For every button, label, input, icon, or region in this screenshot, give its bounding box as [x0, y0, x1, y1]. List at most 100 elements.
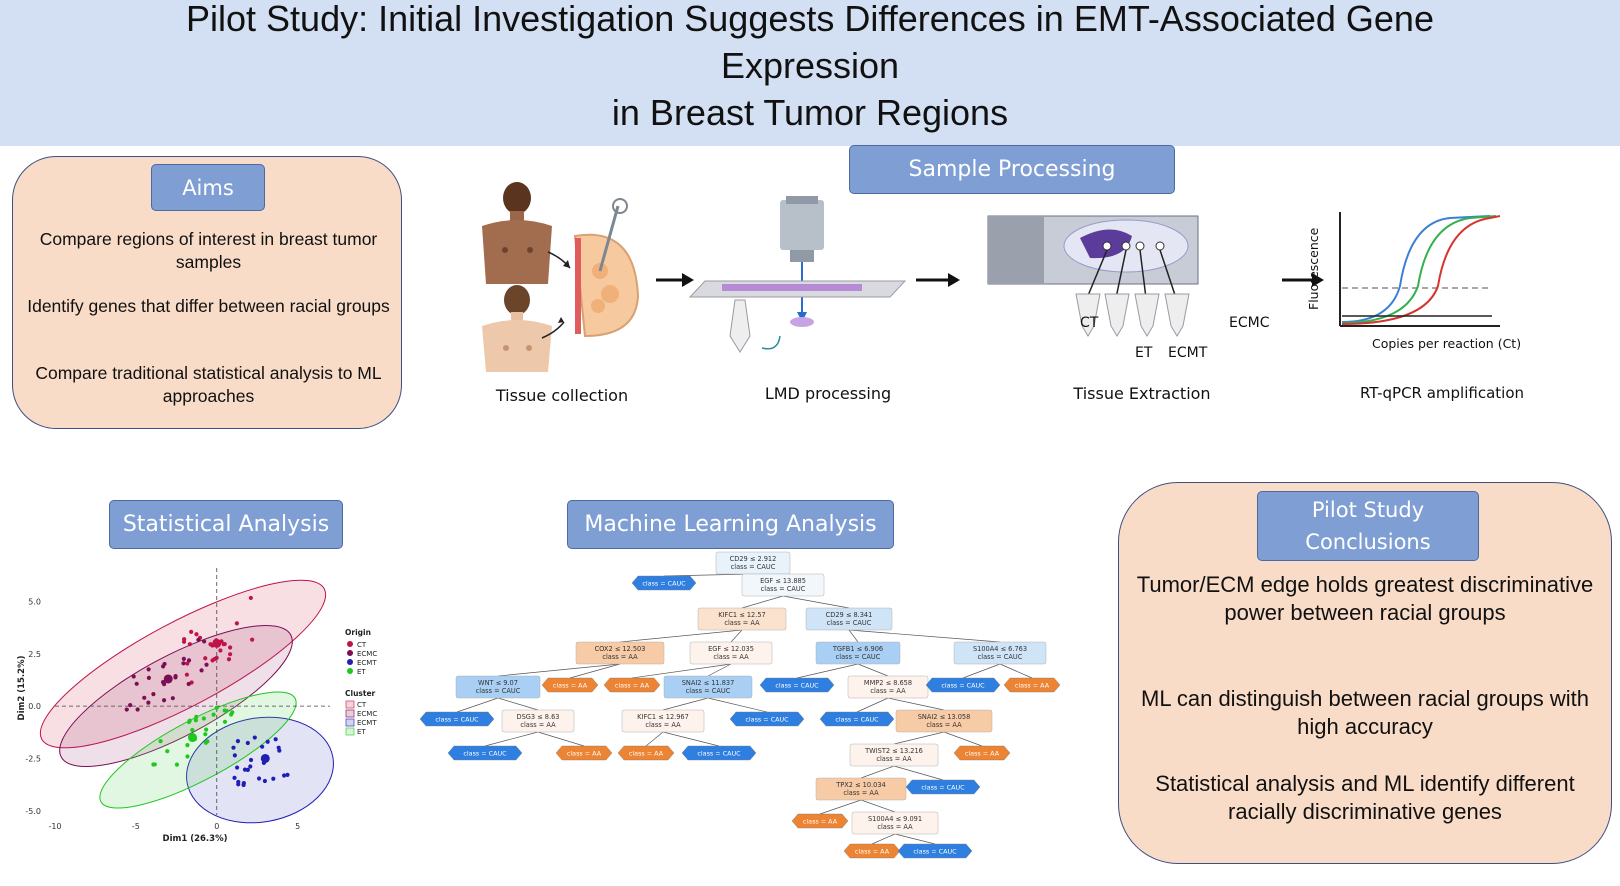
tree-edge — [819, 799, 862, 815]
pca-centroid-ct — [212, 638, 222, 648]
pca-point-ct — [185, 661, 190, 666]
pca-point-ct — [226, 657, 232, 662]
pca-point-ecmc — [181, 656, 186, 662]
pca-point-et — [205, 739, 210, 744]
tree-split-label: CD29 ≤ 8.341 — [826, 611, 873, 619]
tree-split-label: TWIST2 ≤ 13.216 — [864, 747, 923, 755]
tree-edge — [537, 731, 585, 747]
tree-split-box — [851, 811, 939, 835]
pca-point-ct — [208, 642, 213, 647]
tree-split-label: TPX2 ≤ 10.034 — [835, 781, 886, 789]
pca-point-ct — [250, 637, 255, 642]
tree-edge — [662, 697, 709, 711]
tree-split-box — [849, 743, 939, 767]
tree-edge — [871, 833, 896, 845]
tree-edge — [848, 629, 1001, 643]
tree-split-label: class = AA — [520, 721, 556, 729]
tree-leaf-shape — [555, 745, 613, 761]
tree-leaf-node: class = AA — [953, 745, 1011, 761]
tree-leaf-shape — [925, 677, 1001, 693]
tree-edge — [796, 663, 859, 679]
pca-point-et — [229, 712, 234, 717]
tree-edge — [662, 731, 720, 747]
tree-split-label: class = AA — [926, 721, 962, 729]
breast-biopsy-icon — [573, 198, 640, 338]
pca-point-et — [194, 714, 199, 719]
tree-split-box — [895, 709, 993, 733]
pca-point-ct — [187, 642, 192, 647]
pca-point-ct — [184, 672, 190, 677]
tree-edge — [894, 833, 936, 845]
tree-leaf-shape — [1003, 677, 1061, 693]
pca-point-et — [222, 719, 228, 724]
pca-point-et — [185, 743, 190, 748]
tree-leaf-shape — [420, 711, 495, 727]
tree-leaf-node: class = CAUC — [819, 711, 895, 727]
aims-item-1: Compare regions of interest in breast tu… — [39, 229, 378, 272]
tree-split-box — [741, 573, 825, 597]
pca-point-ecmt — [252, 735, 257, 740]
pca-point-ecmt — [262, 778, 268, 784]
tree-leaf-shape — [617, 745, 675, 761]
step-label-tissue-collection: Tissue collection — [495, 386, 629, 405]
conclusion-item-3: Statistical analysis and ML identify dif… — [1155, 771, 1575, 824]
tree-split-box — [501, 709, 575, 733]
aims-title-text: Aims — [182, 175, 234, 200]
slide-extraction-icon — [987, 215, 1199, 337]
tree-split-label: class = CAUC — [836, 653, 881, 661]
pca-point-ct — [228, 645, 233, 650]
title-line-2: Expression — [720, 45, 900, 86]
pca-point-et — [187, 718, 192, 723]
tree-split-label: KIFC1 ≤ 12.967 — [637, 713, 689, 721]
tree-split-label: SNAI2 ≤ 13.058 — [918, 713, 971, 721]
pca-point-et — [204, 727, 209, 732]
tree-leaf-node: class = CAUC — [925, 677, 1001, 693]
ml-analysis-title: Machine Learning Analysis — [567, 500, 894, 549]
region-label-ecmt: ECMT — [1168, 345, 1208, 361]
pca-point-et — [211, 712, 216, 717]
pca-point-ct — [212, 656, 217, 662]
pca-point-ct — [194, 632, 199, 637]
tree-leaf-label: class = CAUC — [697, 749, 741, 757]
pca-point-ecmt — [232, 753, 237, 758]
tree-split-label: CD29 ≤ 2.912 — [730, 555, 777, 563]
pca-point-ecmc — [131, 674, 136, 679]
cluster-ellipse-ecmt — [186, 716, 334, 824]
qpcr-xlabel: Copies per reaction (Ct) — [1372, 336, 1522, 351]
tree-leaf-label: class = CAUC — [642, 579, 686, 587]
tree-split-label: EGF ≤ 12.035 — [708, 645, 754, 653]
tree-leaf-label: class = CAUC — [745, 715, 789, 723]
pca-point-ecmc — [204, 662, 209, 667]
pca-point-ecmt — [235, 739, 241, 744]
tree-edge — [741, 595, 784, 609]
pca-point-ecmc — [186, 658, 192, 663]
tree-leaf-label: class = CAUC — [941, 681, 985, 689]
tree-edge — [999, 663, 1033, 679]
tree-leaf-shape — [953, 745, 1011, 761]
tree-edge — [857, 663, 889, 677]
tree-leaf-node: class = CAUC — [420, 711, 495, 727]
pca-point-ecmc — [196, 637, 201, 642]
pca-x-tick-label: 0 — [214, 822, 219, 831]
tree-edge — [619, 629, 743, 643]
tree-leaf-shape — [447, 745, 523, 761]
tree-split-label: class = CAUC — [731, 563, 776, 571]
tree-leaf-label: class = AA — [965, 749, 1000, 757]
tree-edge — [631, 663, 732, 679]
tree-edge — [893, 731, 945, 745]
aims-item-3: Compare traditional statistical analysis… — [35, 363, 382, 406]
region-label-et: ET — [1135, 345, 1153, 361]
pca-legend-origin-marker — [347, 641, 353, 647]
pca-point-ct — [189, 629, 194, 634]
pca-point-ecmc — [173, 673, 178, 679]
tree-leaf-label: class = AA — [803, 817, 838, 825]
